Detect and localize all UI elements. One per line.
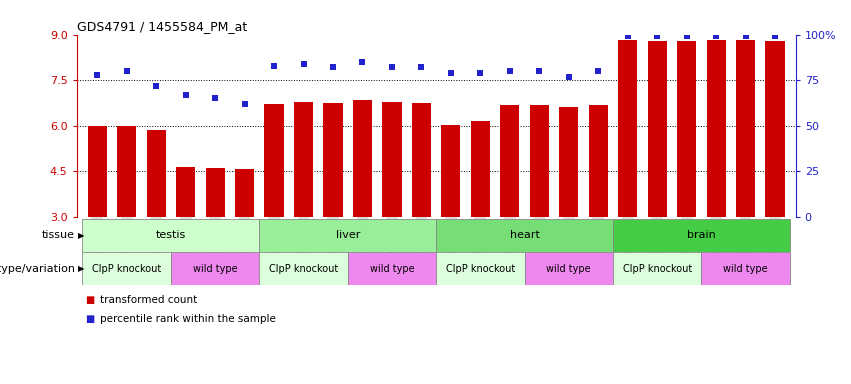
Text: transformed count: transformed count [100,295,197,305]
Bar [701,252,790,285]
Text: GDS4791 / 1455584_PM_at: GDS4791 / 1455584_PM_at [77,20,247,33]
Text: wild type: wild type [723,263,768,274]
Point [503,68,517,74]
Bar [171,252,260,285]
Point [297,61,311,67]
Text: wild type: wild type [193,263,237,274]
Bar [88,126,106,217]
Text: genotype/variation: genotype/variation [0,263,75,274]
Point [709,33,722,40]
Bar [677,41,696,217]
Bar [648,41,666,217]
Point [267,63,281,69]
Bar [766,41,785,217]
Bar [412,103,431,217]
Bar [706,40,726,217]
Point [150,83,163,89]
Bar [235,169,254,217]
Point [208,95,222,101]
Point [90,72,104,78]
Point [386,65,399,71]
Text: tissue: tissue [42,230,75,240]
Bar [260,252,348,285]
Bar [117,126,136,217]
Point [650,33,664,40]
Bar [260,219,437,252]
Point [591,68,605,74]
Text: ■: ■ [85,314,94,324]
Point [120,68,134,74]
Point [326,65,340,71]
Bar [294,102,313,217]
Bar [471,121,490,217]
Point [621,33,635,40]
Point [739,33,752,40]
Bar [589,105,608,217]
Bar [442,125,460,217]
Text: liver: liver [335,230,360,240]
Bar [176,167,195,217]
Text: ClpP knockout: ClpP knockout [269,263,338,274]
Bar [559,107,579,217]
Bar [500,105,519,217]
Bar [83,219,260,252]
Bar [524,252,613,285]
Bar [146,130,166,217]
Text: ClpP knockout: ClpP knockout [92,263,162,274]
Point [680,33,694,40]
Bar [265,104,283,217]
Text: ▶: ▶ [78,231,85,240]
Text: wild type: wild type [546,263,591,274]
Bar [613,252,701,285]
Bar [437,252,524,285]
Point [179,92,192,98]
Bar [206,168,225,217]
Bar [348,252,436,285]
Text: ▶: ▶ [78,264,85,273]
Bar [736,40,755,217]
Point [356,59,369,65]
Text: wild type: wild type [369,263,414,274]
Bar [353,100,372,217]
Point [562,73,575,79]
Bar [437,219,613,252]
Text: ClpP knockout: ClpP knockout [446,263,515,274]
Bar [618,40,637,217]
Bar [83,252,171,285]
Text: ■: ■ [85,295,94,305]
Bar [613,219,790,252]
Point [444,70,458,76]
Point [414,65,428,71]
Bar [323,103,343,217]
Point [473,70,487,76]
Point [237,101,251,107]
Point [533,68,546,74]
Text: heart: heart [510,230,540,240]
Point [768,33,782,40]
Bar [382,102,402,217]
Text: percentile rank within the sample: percentile rank within the sample [100,314,277,324]
Bar [529,105,549,217]
Text: ClpP knockout: ClpP knockout [623,263,692,274]
Text: testis: testis [156,230,186,240]
Text: brain: brain [687,230,716,240]
